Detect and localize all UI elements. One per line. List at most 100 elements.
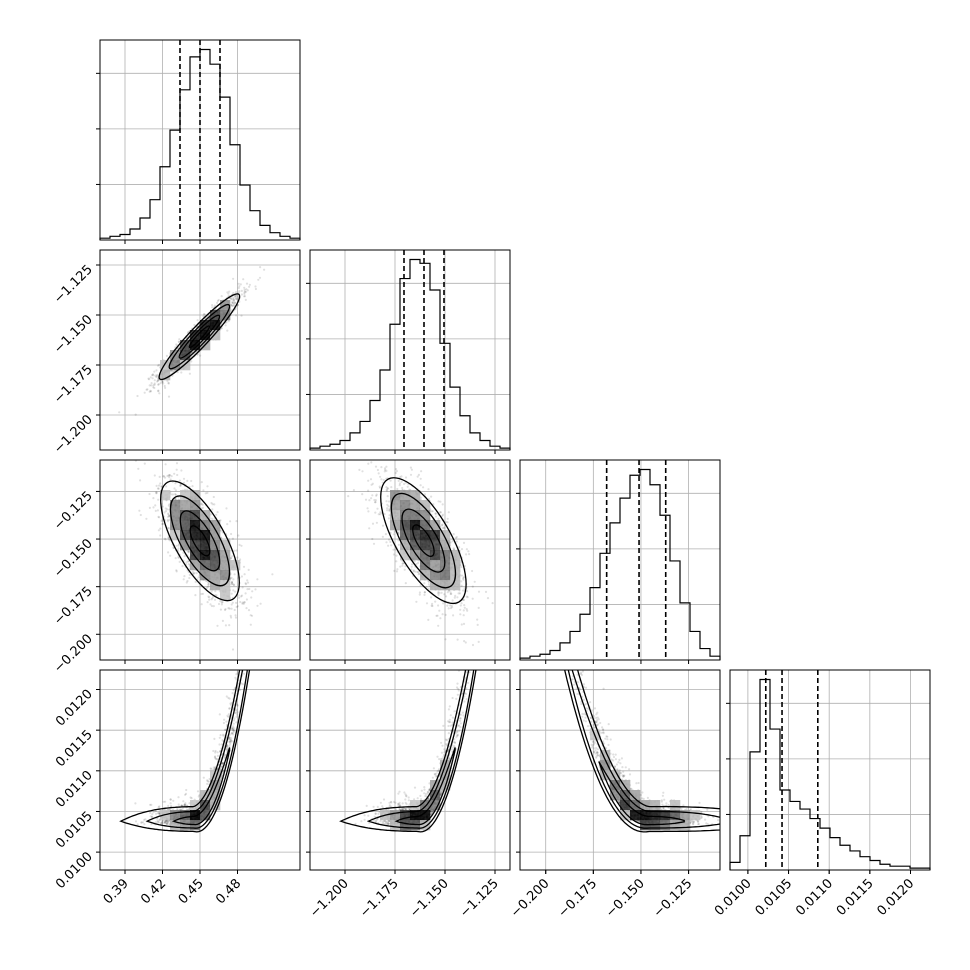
sample-point: [447, 607, 450, 610]
sample-point: [164, 820, 167, 823]
sample-point: [227, 320, 230, 323]
density-cell: [190, 340, 201, 351]
sample-point: [397, 543, 400, 546]
panel-frame: [309, 459, 511, 661]
density-cell: [440, 580, 451, 591]
sample-point: [212, 495, 215, 499]
sample-point: [177, 556, 180, 560]
sample-point: [232, 302, 235, 305]
sample-point: [392, 533, 395, 536]
density-cell: [200, 330, 211, 341]
sample-point: [446, 517, 449, 520]
density-cell: [390, 510, 401, 521]
sample-point: [134, 413, 137, 416]
sample-point: [442, 602, 445, 605]
sample-point: [441, 513, 445, 516]
sample-point: [185, 561, 188, 564]
sample-point: [231, 304, 235, 307]
density-cell: [450, 550, 461, 561]
sample-point: [223, 608, 227, 612]
sample-point: [434, 512, 437, 515]
sample-point: [169, 478, 172, 481]
y-tick-label: −1.175: [51, 362, 96, 407]
sample-point: [228, 290, 231, 293]
sample-point: [240, 575, 243, 578]
sample-point: [167, 512, 170, 515]
sample-point: [364, 498, 368, 501]
sample-point: [229, 520, 232, 523]
sample-point: [389, 479, 392, 482]
sample-point: [251, 590, 254, 593]
sample-point: [240, 289, 243, 292]
sample-point: [400, 475, 403, 478]
sample-point: [163, 511, 166, 514]
sample-point: [234, 616, 238, 619]
sample-point: [177, 340, 180, 343]
sample-point: [197, 576, 200, 579]
sample-point: [168, 515, 171, 518]
sample-point: [465, 553, 468, 556]
x-tick-label: 0.0115: [834, 876, 877, 919]
sample-point: [417, 561, 420, 565]
sample-point: [215, 594, 218, 597]
sample-point: [215, 758, 219, 761]
sample-point: [167, 536, 170, 540]
sample-point: [231, 731, 234, 735]
sample-point: [463, 640, 466, 643]
sample-point: [207, 318, 210, 321]
sample-point: [434, 600, 437, 603]
sample-point: [437, 624, 440, 627]
sample-point: [157, 498, 160, 501]
sample-point: [179, 484, 182, 487]
sample-point: [194, 580, 197, 584]
sample-point: [386, 507, 389, 510]
sample-point: [158, 392, 161, 395]
sample-point: [230, 298, 233, 301]
hist-step: [309, 258, 511, 450]
sample-point: [231, 298, 234, 301]
sample-point: [411, 563, 414, 566]
sample-point: [374, 501, 377, 504]
sample-point: [445, 595, 448, 598]
sample-point: [394, 468, 398, 471]
sample-point: [347, 495, 350, 498]
sample-point: [384, 533, 387, 536]
sample-point: [410, 568, 413, 571]
sample-point: [460, 602, 463, 605]
sample-point: [423, 593, 426, 597]
sample-point: [230, 583, 233, 586]
sample-point: [183, 555, 186, 558]
sample-point: [210, 590, 213, 593]
sample-point: [167, 504, 170, 507]
sample-point: [441, 523, 444, 526]
sample-point: [238, 596, 241, 599]
sample-point: [441, 514, 444, 518]
sample-point: [427, 618, 430, 622]
sample-point: [177, 547, 180, 550]
sample-point: [437, 517, 440, 521]
sample-point: [177, 543, 180, 546]
sample-point: [439, 617, 442, 620]
sample-point: [245, 665, 247, 667]
sample-point: [241, 601, 244, 604]
sample-point: [158, 484, 161, 487]
sample-point: [444, 638, 447, 641]
sample-point: [452, 614, 455, 617]
sample-point: [430, 604, 433, 607]
sample-point: [217, 298, 220, 302]
sample-point: [168, 514, 171, 517]
sample-point: [246, 588, 249, 591]
density-cell: [420, 510, 431, 521]
sample-point: [386, 503, 389, 506]
sample-point: [380, 466, 383, 469]
sample-point: [377, 472, 380, 475]
x-tick-label: 0.0120: [875, 876, 918, 919]
x-tick-label: 0.0110: [793, 876, 836, 919]
sample-point: [221, 601, 224, 604]
sample-point: [450, 592, 453, 595]
sample-point: [182, 578, 185, 581]
sample-point: [467, 550, 470, 553]
sample-point: [388, 508, 391, 511]
sample-point: [385, 465, 388, 468]
